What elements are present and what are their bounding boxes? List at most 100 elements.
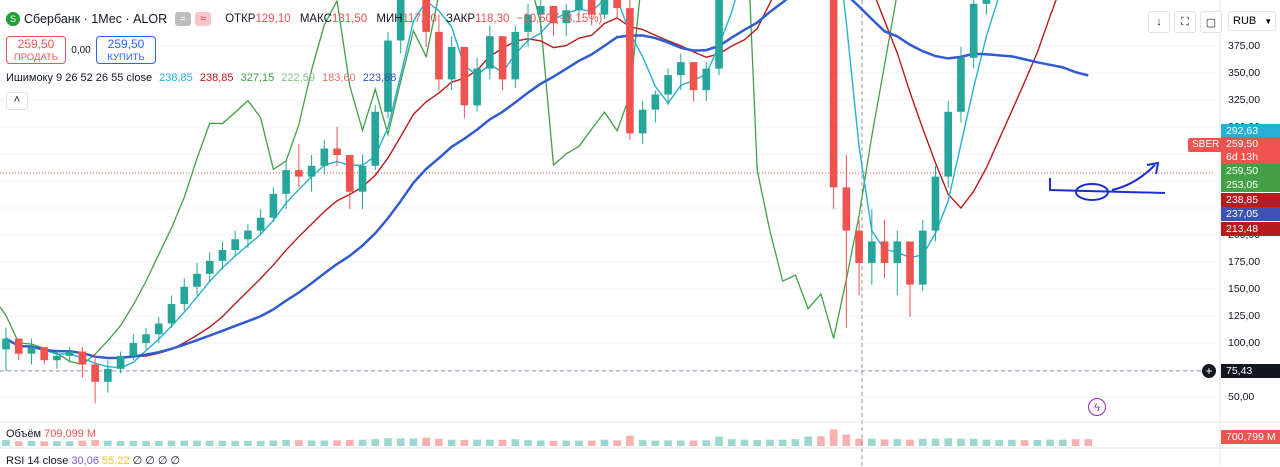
ichimoku-legend[interactable]: Ишимоку 9 26 52 26 55 close 238,85 238,8… [6,72,396,84]
rsi-label: RSI 14 close [6,455,69,467]
sell-button[interactable]: 259,50 ПРОДАТЬ [6,36,66,64]
close-label: ЗАКР [446,13,476,25]
volume-bar [358,439,367,446]
volume-bar [626,435,634,446]
volume-bar [205,440,214,446]
ohlc-readout: ОТКР129,10 МАКС131,50 МИН117,10 ЗАКР118,… [225,13,602,25]
volume-bar [549,440,558,446]
candle-body [205,260,214,274]
candle-body [307,165,316,177]
candle-body [486,36,494,69]
candle-body [600,0,609,15]
candle-body [638,109,647,134]
price-badge: 259,50 [1221,137,1280,151]
candle-body [893,241,902,263]
candle-body [626,8,634,134]
symbol-title[interactable]: Сбербанк · 1Мес · ALOR [24,12,168,26]
open-label: ОТКР [225,13,256,25]
volume-bar [600,439,609,446]
candle-body [931,176,940,231]
plus-icon[interactable]: + [1202,364,1216,378]
volume-bar [231,440,240,446]
volume-bar [613,440,621,446]
volume-bar [778,439,787,446]
candle-body [536,5,545,15]
volume-bar [435,438,443,446]
volume-bar [167,440,176,446]
volume-bar [817,436,825,446]
volume-bar [2,440,10,446]
equals-icon[interactable]: = [175,12,192,26]
candle-body [256,217,265,231]
candle-body [918,230,927,285]
candle-body [587,0,596,15]
sell-label: ПРОДАТЬ [13,52,59,63]
volume-bar [116,441,125,446]
candle-body [269,193,278,218]
candle-body [295,170,303,177]
candle-body [651,94,660,110]
screenshot-icon[interactable]: ▢ [1200,11,1222,33]
volume-bar [447,439,456,446]
volume-bar [638,440,647,446]
volume-bar [154,440,163,446]
candle-body [715,0,723,69]
candle-body [244,230,252,240]
volume-bar [918,438,927,446]
price-tick-label: 50,00 [1228,391,1255,403]
volume-bar [753,440,762,446]
open-value: 129,10 [255,13,291,25]
volume-bar [256,440,265,446]
volume-bar [333,440,341,446]
candle-body [14,338,23,354]
volume-bar [702,440,711,446]
volume-bar [295,440,303,446]
currency-label: RUB [1233,15,1257,27]
rsi-empty-values: ∅ ∅ ∅ ∅ [132,455,181,467]
candle-body [498,36,507,80]
price-tick-label: 175,00 [1228,256,1261,268]
chevron-down-icon: ▼ [1264,16,1273,26]
candle-body [371,111,380,166]
candle-body [358,165,367,192]
volume-bar [422,437,430,446]
candle-body [473,68,481,106]
fullscreen-icon[interactable]: ⛶ [1174,11,1196,33]
candle-body [906,241,914,285]
collapse-chevron-icon[interactable]: ˄ [6,92,28,110]
volume-bar [562,440,571,446]
arrow-down-icon[interactable]: ↓ [1148,11,1170,33]
volume-bar [218,440,227,446]
close-value: 118,30 [475,13,510,25]
wave-icon[interactable]: ≈ [195,12,212,26]
lightning-icon[interactable]: ϟ [1088,398,1106,416]
volume-axis-badge: 700,799 M [1221,430,1280,444]
sber-logo-icon: S [6,12,20,26]
buy-button[interactable]: 259,50 КУПИТЬ [96,36,156,64]
candle-body [2,338,10,350]
volume-bar [1058,439,1067,446]
volume-bar [855,438,863,446]
volume-bar [906,439,914,446]
rsi-legend[interactable]: RSI 14 close 30,06 55,22 ∅ ∅ ∅ ∅ [6,454,180,467]
buy-label: КУПИТЬ [107,52,145,63]
candle-body [142,334,150,343]
candle-body [53,355,61,361]
volume-bar [829,429,838,446]
candle-body [320,148,329,166]
volume-bar [104,440,112,446]
volume-bar [982,439,991,446]
volume-legend[interactable]: Объём 709,099 M [6,428,96,440]
volume-bar [193,440,201,446]
currency-select[interactable]: RUB ▼ [1228,11,1276,31]
buy-price: 259,50 [107,37,145,51]
candle-body [982,0,991,4]
price-tick-label: 150,00 [1228,283,1261,295]
volume-bar [944,438,953,446]
chikou-line [0,0,897,366]
volume-bar [486,439,494,446]
indicator-value-2: 238,85 [199,72,234,84]
low-label: МИН [376,13,403,25]
price-badge: 259,50 [1221,164,1280,178]
